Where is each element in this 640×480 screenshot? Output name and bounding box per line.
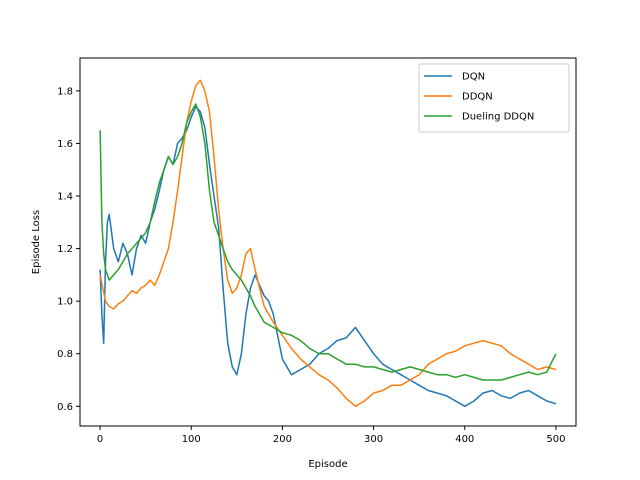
y-axis: 0.6 0.8 1.0 1.2 1.4 1.6 1.8 <box>57 86 80 413</box>
series-layer <box>99 79 557 408</box>
legend-label-dqn: DQN <box>462 72 485 83</box>
x-axis: 0 100 200 300 400 500 <box>97 426 565 445</box>
legend-box <box>418 63 570 133</box>
y-tick-label: 1.4 <box>57 192 73 203</box>
y-tick-label: 0.6 <box>57 402 73 413</box>
x-tick-label: 200 <box>273 434 292 445</box>
y-tick-label: 1.6 <box>57 139 73 150</box>
x-tick-label: 400 <box>455 434 474 445</box>
series-line-dqn <box>99 105 557 408</box>
plot-area-frame <box>79 57 577 427</box>
series-line-ddqn <box>99 79 557 408</box>
x-tick-label: 300 <box>364 434 383 445</box>
x-tick-label: 0 <box>97 434 103 445</box>
x-axis-label: Episode <box>308 459 347 470</box>
y-tick-label: 0.8 <box>57 349 73 360</box>
x-tick-label: 100 <box>182 434 201 445</box>
legend: DQN DDQN Dueling DDQN <box>418 63 570 133</box>
x-tick-label: 500 <box>546 434 565 445</box>
y-tick-label: 1.2 <box>57 244 73 255</box>
y-tick-label: 1.0 <box>57 297 73 308</box>
y-tick-label: 1.8 <box>57 86 73 97</box>
legend-label-ddqn: DDQN <box>462 92 493 103</box>
series-line-dueling-ddqn <box>99 103 557 381</box>
legend-label-dueling-ddqn: Dueling DDQN <box>462 112 534 123</box>
y-axis-label: Episode Loss <box>31 210 42 274</box>
